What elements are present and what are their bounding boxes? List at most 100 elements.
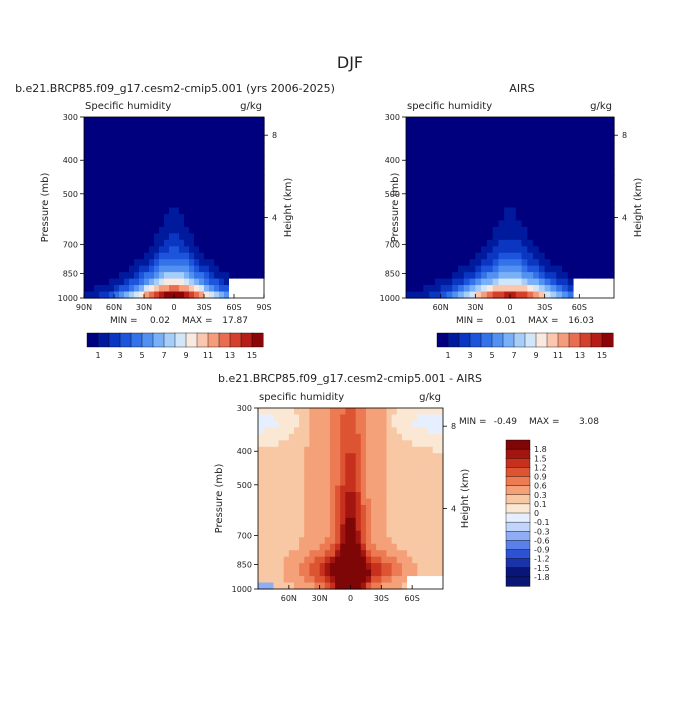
heatmap-cell [340,420,346,428]
heatmap-cell [199,142,205,150]
heatmap-cell [446,213,453,222]
heatmap-cell [437,530,444,538]
heatmap-cell [406,123,413,131]
heatmap-cell [204,149,210,157]
heatmap-cell [129,239,135,247]
heatmap-cell [229,175,235,183]
heatmap-cell [510,246,517,254]
heatmap-cell [319,537,326,545]
colorbar: 1 3 5 7 9 11 13 15 [436,332,614,360]
heatmap-cell [429,207,436,215]
heatmap-cell [258,498,264,506]
heatmap-cell [99,117,105,125]
heatmap-cell [579,226,586,234]
heatmap-cell [309,466,316,474]
heatmap-cell [567,278,575,286]
heatmap-cell [249,142,255,150]
heatmap-cell [199,194,205,202]
heatmap-cell [437,563,444,571]
heatmap-cell [412,433,418,441]
heatmap-cell [304,582,310,590]
heatmap-cell [427,543,434,551]
heatmap-cell [417,246,424,254]
heatmap-cell [437,427,444,435]
heatmap-cell [481,175,488,183]
heatmap-cell [355,582,362,590]
heatmap-cell [84,246,90,254]
heatmap-cell [579,291,586,299]
heatmap-cell [579,272,586,280]
heatmap-cell [258,485,264,493]
y-tick-label: 1000 [380,294,400,303]
heatmap-cell [440,220,448,228]
heatmap-cell [391,414,398,422]
heatmap-cell [329,414,336,422]
heatmap-cell [396,550,403,558]
heatmap-cell [263,569,269,577]
heatmap-cell [189,117,195,125]
heatmap-cell [259,162,265,170]
heatmap-cell [550,155,557,163]
heatmap-cell [417,265,424,273]
heatmap-cell [432,517,439,525]
heatmap-cell [229,207,235,215]
colorbar-tick-label: 3 [467,351,472,360]
heatmap-cell [396,530,403,538]
heatmap-cell [314,550,321,558]
heatmap-cell [104,252,110,260]
heatmap-cell [469,175,476,183]
heatmap-cell [446,142,453,150]
heatmap-cell [199,285,205,293]
heatmap-cell [194,117,200,125]
heatmap-cell [401,427,408,435]
heatmap-cell [371,504,377,513]
heatmap-cell [504,278,511,286]
heatmap-cell [463,181,471,189]
heatmap-cell [273,556,280,564]
heatmap-cell [174,252,180,260]
heatmap-cell [429,188,436,196]
heatmap-cell [324,453,331,461]
heatmap-cell [376,504,382,513]
heatmap-cell [350,420,357,428]
heatmap-cell [458,149,465,157]
heatmap-cell [427,569,434,577]
heatmap-cell [527,155,534,163]
heatmap-cell [401,569,408,577]
heatmap-cell [229,233,235,241]
heatmap-cell [129,168,135,176]
heatmap-cell [84,136,90,144]
heatmap-cell [452,181,459,189]
heatmap-cell [510,175,517,183]
heatmap-cell [504,252,511,260]
heatmap-cell [371,420,377,428]
heatmap-cell [423,265,430,273]
heatmap-cell [538,239,546,247]
heatmap-cell [521,149,528,157]
heatmap-cell [427,504,434,513]
heatmap-cell [204,129,210,137]
heatmap-cell [434,201,442,209]
heatmap-cell [234,142,240,150]
heatmap-cell [164,239,170,247]
heatmap-cell [608,272,615,280]
heatmap-cell [585,129,592,137]
heatmap-cell [129,213,135,222]
heatmap-cell [463,278,471,286]
heatmap-cell [219,246,225,254]
heatmap-cell [104,233,110,241]
heatmap-cell [355,408,362,416]
heatmap-cell [562,207,569,215]
heatmap-cell [209,142,215,150]
colorbar-swatch [557,332,570,348]
min-value: -0.49 [494,417,518,427]
heatmap-cell [209,188,215,196]
heatmap-cell [124,265,130,273]
heatmap-cell [550,194,557,202]
colorbar-tick-label: 9 [183,351,188,360]
heatmap-cell [602,220,609,228]
heatmap-cell [498,194,505,202]
heatmap-cell [189,175,195,183]
heatmap-cell [109,168,115,176]
heatmap-cell [304,408,310,416]
